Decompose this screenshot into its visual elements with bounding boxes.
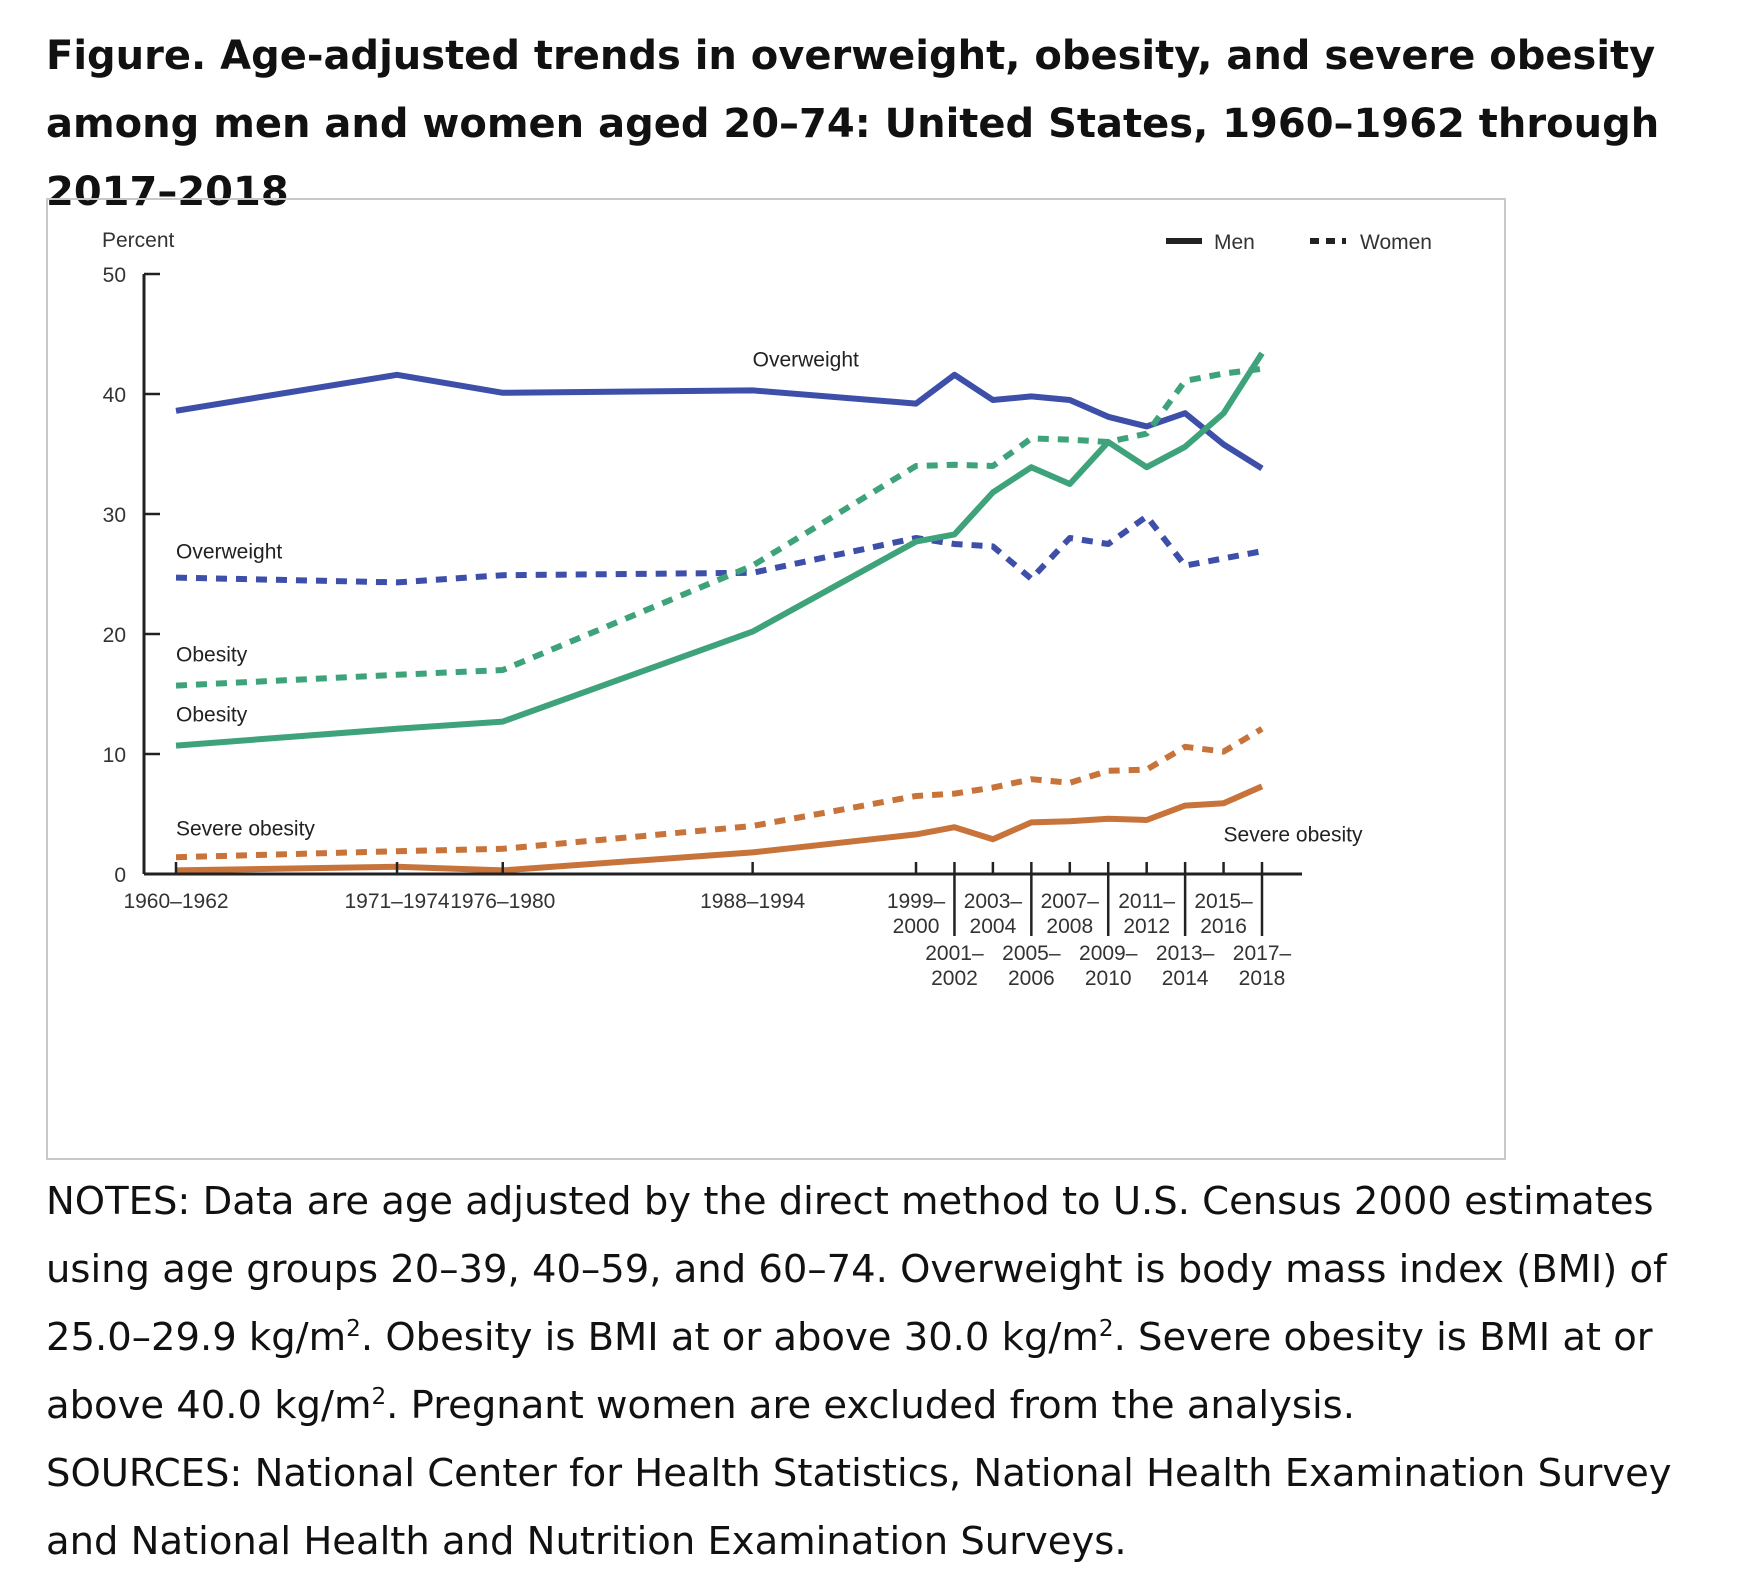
x-tick-label: 2005– xyxy=(1002,942,1061,965)
series-line-obesity-women xyxy=(175,365,1263,689)
x-tick-label: 2007– xyxy=(1041,890,1100,913)
y-tick-label: 30 xyxy=(103,504,126,527)
sources-text: SOURCES: National Center for Health Stat… xyxy=(46,1451,1672,1564)
legend: Men Women xyxy=(1166,231,1432,254)
x-tick-label: 2016 xyxy=(1200,915,1247,938)
y-tick-label: 40 xyxy=(103,384,126,407)
x-tick-label: 1976–1980 xyxy=(450,890,555,913)
notes-text: NOTES: Data are age adjusted by the dire… xyxy=(46,1179,1667,1428)
line-chart: 0 10 20 30 40 50 Percent 1960–1962 1971–1974 1976… xyxy=(102,229,1432,990)
series-line-obesity-men xyxy=(175,351,1265,749)
x-tick-label: 2010 xyxy=(1085,967,1132,990)
x-tick-label: 1988–1994 xyxy=(700,890,805,913)
series-line-overweight-women xyxy=(175,513,1263,586)
x-tick-label: 2018 xyxy=(1239,967,1286,990)
series-line-severe-women xyxy=(175,726,1264,861)
y-tick-label: 50 xyxy=(103,264,126,287)
figure-title: Figure. Age-adjusted trends in overweigh… xyxy=(46,33,1660,215)
series-label: Severe obesity xyxy=(176,818,315,841)
x-tick-label: 2014 xyxy=(1162,967,1209,990)
series-line-overweight-men xyxy=(175,371,1264,471)
series-label: Obesity xyxy=(176,704,248,727)
series-lines xyxy=(175,351,1265,874)
series-labels: Overweight Overweight Obesity Obesity Severe… xyxy=(176,348,1363,846)
x-tick-label: 2008 xyxy=(1046,915,1093,938)
legend-men-label: Men xyxy=(1214,231,1255,254)
y-tick-label: 20 xyxy=(103,624,126,647)
x-tick-label: 2004 xyxy=(970,915,1017,938)
y-axis-title: Percent xyxy=(102,229,175,252)
x-tick-label: 2002 xyxy=(931,967,978,990)
x-tick-label: 2011– xyxy=(1118,890,1175,913)
x-tick-label: 2003– xyxy=(964,890,1023,913)
legend-women-label: Women xyxy=(1360,231,1432,254)
x-tick-label: 2013– xyxy=(1156,942,1215,965)
series-label: Severe obesity xyxy=(1224,824,1363,847)
x-tick-label: 2006 xyxy=(1008,967,1055,990)
axes: 0 10 20 30 40 50 Percent 1960–1962 1971–1974 1976… xyxy=(102,229,1302,990)
x-tick-label: 2015– xyxy=(1194,890,1253,913)
notes: NOTES: Data are age adjusted by the dire… xyxy=(46,1168,1736,1576)
x-tick-label: 2012 xyxy=(1123,915,1170,938)
x-tick-label: 1999– xyxy=(887,890,946,913)
y-tick-label: 0 xyxy=(114,864,126,887)
series-label: Overweight xyxy=(753,348,859,371)
x-tick-label: 2000 xyxy=(893,915,940,938)
series-label: Obesity xyxy=(176,644,248,667)
x-tick-label: 2017– xyxy=(1233,942,1292,965)
x-tick-label: 2001– xyxy=(925,942,984,965)
x-tick-label: 2009– xyxy=(1079,942,1138,965)
x-tick-label: 1971–1974 xyxy=(344,890,449,913)
series-label: Overweight xyxy=(176,540,282,563)
y-tick-label: 10 xyxy=(103,744,126,767)
x-tick-label: 1960–1962 xyxy=(123,890,228,913)
series-line-severe-men xyxy=(175,783,1264,874)
chart-frame: 0 10 20 30 40 50 Percent 1960–1962 1971–1974 1976… xyxy=(46,198,1506,1160)
